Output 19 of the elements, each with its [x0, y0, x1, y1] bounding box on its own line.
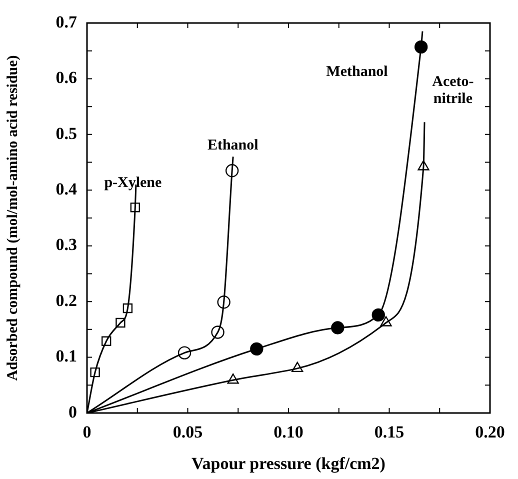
annotation: Ethanol [207, 138, 258, 154]
y-tick-label: 0.5 [56, 124, 77, 143]
x-tick-label: 0 [82, 422, 92, 442]
x-axis-title: Vapour pressure (kgf/cm2) [192, 454, 386, 474]
annotation: Aceto- nitrile [432, 74, 474, 108]
y-tick-label: 0.1 [56, 346, 77, 366]
annotation: p-Xylene [104, 174, 162, 191]
annotation: Methanol [326, 64, 388, 80]
y-tick-label: 0.3 [56, 235, 77, 254]
x-tick-label: 0.15 [374, 422, 404, 442]
y-tick-label: 0.2 [56, 290, 77, 310]
y-tick-label: 0 [68, 402, 77, 422]
x-tick-label: 0.20 [475, 422, 505, 442]
y-tick-label: 0.4 [56, 180, 78, 199]
y-tick-label: 0.6 [56, 68, 77, 88]
y-tick-label: 0.7 [56, 12, 78, 32]
x-tick-label: 0.10 [274, 422, 304, 442]
x-tick-label: 0.05 [172, 422, 203, 442]
y-axis-title: Adsorbed compound (mol/mol-amino acid residue) [4, 55, 21, 381]
